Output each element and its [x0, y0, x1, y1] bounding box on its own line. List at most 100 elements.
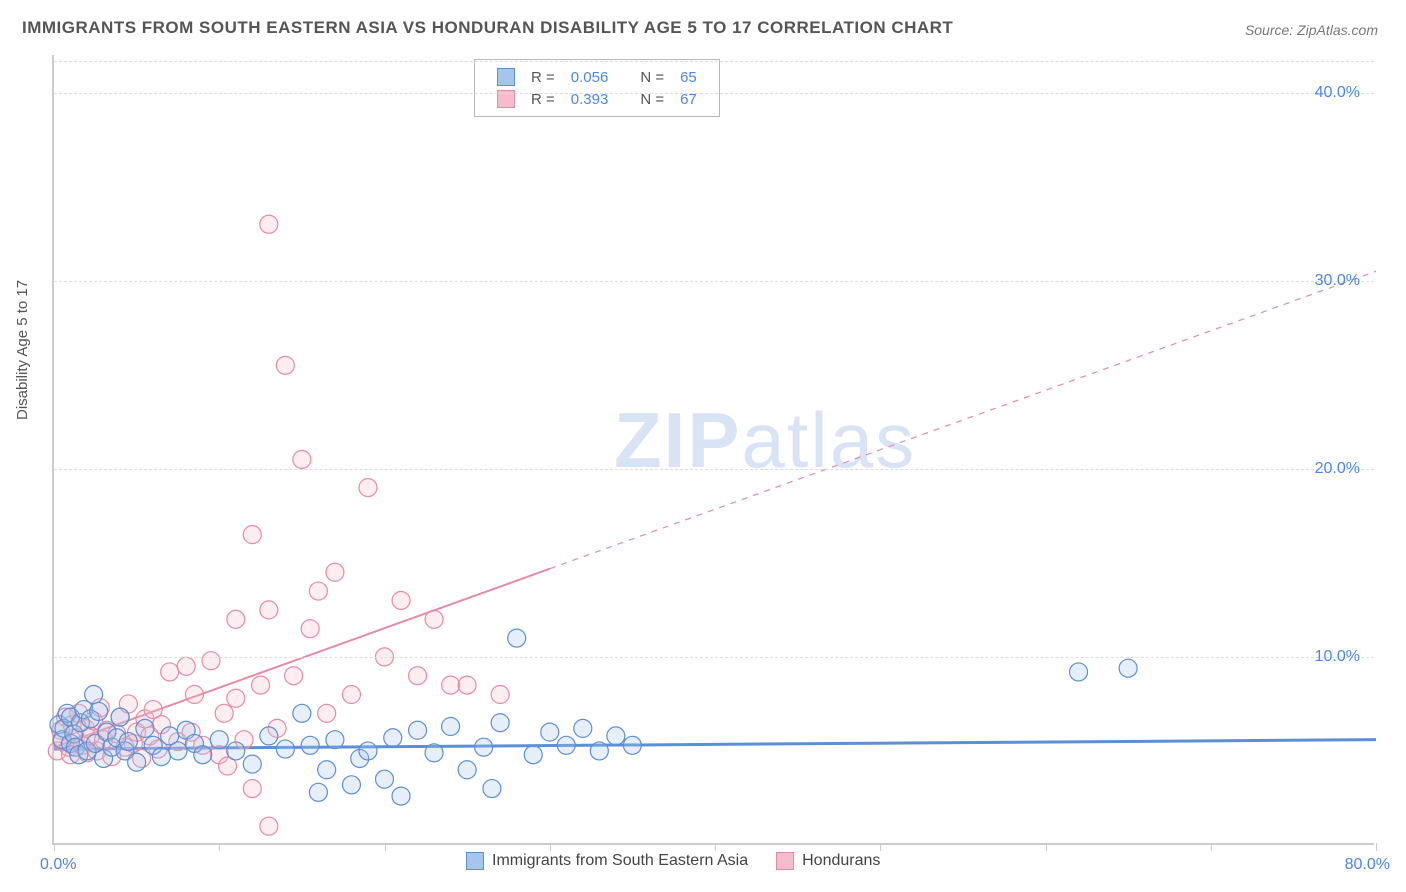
point-sea	[85, 686, 103, 704]
point-hon	[392, 591, 410, 609]
plot-area: ZIPatlas R = 0.056 N = 65 R = 0.393 N = …	[52, 55, 1374, 845]
point-sea	[483, 780, 501, 798]
chart-svg	[54, 55, 1374, 843]
point-sea	[119, 733, 137, 751]
y-tick-label: 20.0%	[1315, 460, 1360, 478]
point-hon	[293, 450, 311, 468]
swatch-sea	[497, 68, 515, 86]
y-tick-label: 10.0%	[1315, 648, 1360, 666]
legend-label-hon: Hondurans	[802, 852, 880, 870]
point-sea	[458, 761, 476, 779]
point-hon	[243, 780, 261, 798]
r-val-hon: 0.393	[563, 88, 617, 110]
source-attribution: Source: ZipAtlas.com	[1245, 22, 1378, 38]
point-hon	[260, 601, 278, 619]
n-key: N =	[632, 66, 672, 88]
point-sea	[293, 704, 311, 722]
point-sea	[342, 776, 360, 794]
gridline	[54, 469, 1374, 470]
point-sea	[90, 702, 108, 720]
legend-label-sea: Immigrants from South Eastern Asia	[492, 852, 748, 870]
stats-row-sea: R = 0.056 N = 65	[489, 66, 705, 88]
swatch-sea-bottom	[466, 852, 484, 870]
x-tick	[385, 843, 386, 851]
stats-row-hon: R = 0.393 N = 67	[489, 88, 705, 110]
gridline	[54, 281, 1374, 282]
point-sea	[169, 742, 187, 760]
point-sea	[276, 740, 294, 758]
point-sea	[541, 723, 559, 741]
gridline	[54, 61, 1374, 62]
point-sea	[1119, 659, 1137, 677]
point-sea	[227, 742, 245, 760]
n-val-hon: 67	[672, 88, 705, 110]
legend-item-sea: Immigrants from South Eastern Asia	[466, 852, 748, 870]
point-hon	[326, 563, 344, 581]
point-hon	[285, 667, 303, 685]
point-sea	[1070, 663, 1088, 681]
point-sea	[475, 738, 493, 756]
point-sea	[128, 753, 146, 771]
point-sea	[442, 718, 460, 736]
point-sea	[301, 736, 319, 754]
point-hon	[309, 582, 327, 600]
point-sea	[392, 787, 410, 805]
x-tick	[880, 843, 881, 851]
point-hon	[491, 686, 509, 704]
point-sea	[524, 746, 542, 764]
n-val-sea: 65	[672, 66, 705, 88]
point-hon	[276, 356, 294, 374]
x-tick	[1211, 843, 1212, 851]
point-sea	[623, 736, 641, 754]
point-sea	[318, 761, 336, 779]
swatch-hon-bottom	[776, 852, 794, 870]
point-hon	[215, 704, 233, 722]
point-hon	[301, 620, 319, 638]
point-sea	[111, 708, 129, 726]
point-hon	[260, 215, 278, 233]
y-tick-label: 40.0%	[1315, 84, 1360, 102]
point-hon	[227, 689, 245, 707]
point-hon	[342, 686, 360, 704]
point-sea	[425, 744, 443, 762]
x-tick	[54, 843, 55, 851]
point-sea	[409, 721, 427, 739]
legend-item-hon: Hondurans	[776, 852, 880, 870]
y-axis-label: Disability Age 5 to 17	[14, 280, 31, 420]
point-sea	[326, 731, 344, 749]
point-sea	[574, 719, 592, 737]
point-hon	[409, 667, 427, 685]
r-val-sea: 0.056	[563, 66, 617, 88]
point-sea	[152, 748, 170, 766]
x-tick	[550, 843, 551, 851]
point-sea	[508, 629, 526, 647]
point-hon	[458, 676, 476, 694]
trend-line-dashed-hon	[550, 271, 1376, 568]
point-hon	[252, 676, 270, 694]
point-hon	[227, 610, 245, 628]
point-hon	[243, 526, 261, 544]
point-sea	[376, 770, 394, 788]
point-sea	[384, 729, 402, 747]
source-name: ZipAtlas.com	[1297, 22, 1378, 38]
point-hon	[202, 652, 220, 670]
point-hon	[359, 479, 377, 497]
point-sea	[309, 783, 327, 801]
n-key: N =	[632, 88, 672, 110]
x-tick	[1376, 843, 1377, 851]
point-hon	[161, 663, 179, 681]
point-hon	[185, 686, 203, 704]
x-origin-label: 0.0%	[40, 856, 76, 874]
x-tick	[219, 843, 220, 851]
legend-bottom: Immigrants from South Eastern Asia Hondu…	[466, 852, 880, 870]
point-sea	[260, 727, 278, 745]
point-sea	[557, 736, 575, 754]
point-sea	[194, 746, 212, 764]
point-sea	[136, 719, 154, 737]
point-sea	[243, 755, 261, 773]
point-sea	[607, 727, 625, 745]
point-hon	[177, 657, 195, 675]
y-tick-label: 30.0%	[1315, 272, 1360, 290]
point-sea	[590, 742, 608, 760]
r-key: R =	[523, 66, 563, 88]
